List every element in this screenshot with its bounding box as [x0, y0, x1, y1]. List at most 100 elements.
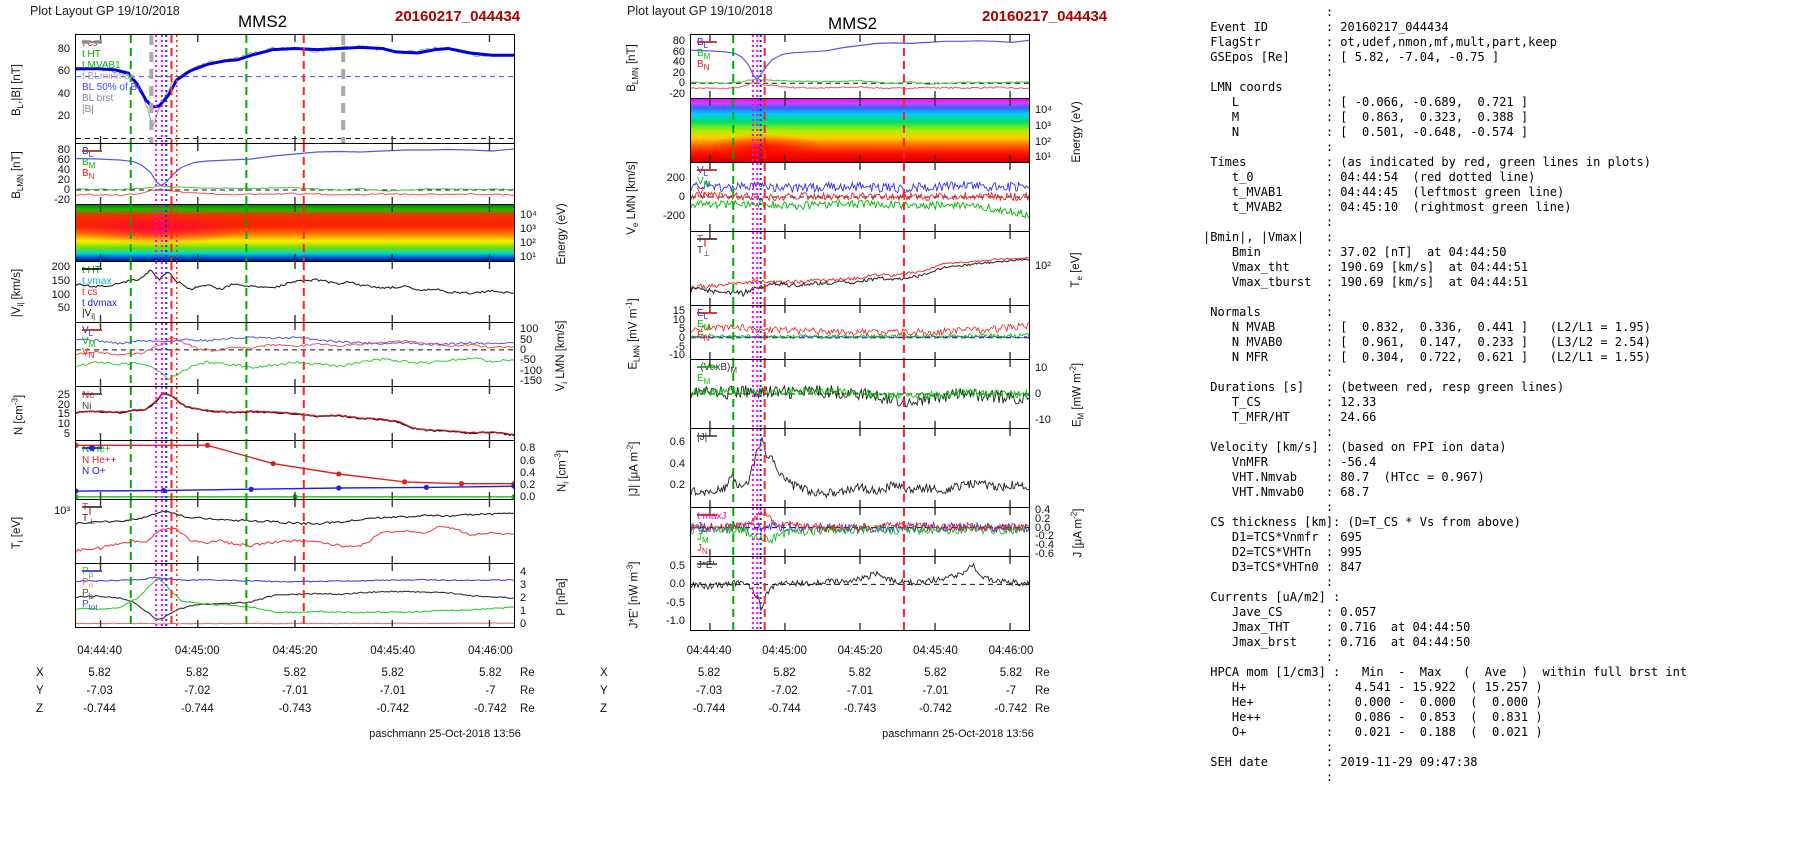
position-value: 5.82: [283, 667, 307, 679]
series-E_N: [691, 322, 1029, 337]
y-tick-label: 20: [672, 66, 685, 79]
y-tick-label: 40: [672, 56, 685, 69]
position-value: 5.82: [999, 667, 1023, 679]
panel-j-mag-plot: [691, 429, 1029, 507]
y-tick-label: -10: [1035, 414, 1051, 427]
y-tick-label: -0.2: [1035, 530, 1054, 543]
left-event-id: 20160217_044434: [395, 8, 521, 25]
y-tick-label: 10²: [1035, 259, 1051, 272]
series-V_N: [691, 191, 1029, 202]
y-tick-label: 0: [520, 618, 527, 631]
position-value: -7.02: [771, 685, 798, 697]
y-tick-label: 10²: [1035, 135, 1051, 148]
series-J_N: [691, 510, 1029, 533]
series-B_L: [691, 39, 1029, 80]
position-value: -0.744: [692, 703, 726, 715]
y-axis-label-density: N [cm-3]: [10, 394, 26, 435]
time-tick-label: 04:46:00: [988, 645, 1034, 657]
series-E_M: [691, 386, 1029, 401]
y-tick-label: 0.4: [669, 457, 685, 470]
series-E_M: [691, 332, 1029, 340]
series-B-smooth: [76, 45, 514, 109]
electron-spectrogram-image: [691, 99, 1029, 162]
y-tick-label: 40: [57, 164, 70, 176]
series-T-perp: [76, 510, 514, 526]
y-tick-label: 50: [57, 302, 70, 315]
y-tick-label: 5: [678, 322, 685, 335]
panel-vi-lmn-plot: [76, 323, 514, 386]
y-tick-label: 10: [1035, 361, 1048, 374]
series-V_M: [76, 357, 514, 381]
left-layout-label: Plot Layout GP 19/10/2018: [30, 4, 180, 18]
panel-vexb-em-plot: [691, 360, 1029, 428]
y-tick-label: 80: [57, 144, 70, 156]
position-value: -0.744: [83, 703, 116, 715]
series-B_N: [76, 188, 514, 197]
y-tick-label: 20: [57, 398, 70, 411]
panel-ve-lmn: 200 0 -200 Ve LMN [km/s] VL VM VN: [626, 161, 1030, 235]
series-J_M: [691, 524, 1029, 545]
position-value: -7: [1005, 685, 1017, 697]
position-value: -0.744: [181, 703, 214, 715]
y-axis-label-b-lmn: BLMN [nT]: [625, 43, 641, 92]
y-tick-label: 10¹: [1035, 151, 1051, 164]
y-tick-label: 0.8: [520, 442, 536, 455]
y-tick-label: 10: [57, 418, 70, 431]
y-tick-label: 10²: [520, 236, 536, 249]
panel-bl-b: 20 40 60 80 BL,|B| [nT] t cs t HT t MVAB1 t BLmi…: [11, 34, 515, 144]
event-info-panel: : Event ID : 20160217_044434 FlagStr : o…: [1203, 5, 1688, 784]
position-row-label-X: X: [36, 667, 44, 679]
panel-te-plot: [691, 232, 1029, 305]
time-tick-label: 04:45:20: [272, 645, 318, 657]
y-tick-label: 100: [51, 288, 70, 301]
y-tick-label: 10³: [1035, 119, 1051, 132]
panel-ti: 10³ Ti [eV] T∥ T⊥: [11, 499, 515, 564]
position-value: -7.03: [695, 685, 723, 697]
y-axis-label-e-lmn: ELMN [mV m-1]: [624, 297, 642, 370]
series-P_p: [76, 577, 514, 614]
y-axis-label-minor-density: Ni [cm-3]: [553, 449, 571, 493]
y-tick-label: 0.0: [520, 491, 536, 504]
series-Ne: [76, 391, 514, 435]
panel-j-mag: 0.6 0.4 0.2 |J| [μA m-2] |J|: [626, 428, 1030, 508]
y-tick-label: 0.6: [520, 454, 536, 467]
panel-minor-density-plot: [76, 441, 514, 499]
y-tick-label: 200: [666, 171, 685, 184]
panel-b-lmn-plot: [691, 35, 1029, 98]
position-value: 5.82: [924, 667, 947, 679]
y-axis-label-ion-spectrogram: Energy (eV): [556, 203, 568, 265]
position-value: -7.01: [922, 685, 949, 697]
y-tick-label: 100: [520, 323, 539, 336]
series-V_L: [691, 180, 1029, 194]
panel-vi-mag: 50 100 150 200 |Vi| [km/s] t HT t vmax t cs t dv…: [11, 261, 515, 323]
panel-vexb-em: 10 0 -10 EM [mW m-2] -(VexB)M EM: [690, 359, 1086, 429]
y-tick-label: -0.6: [1035, 547, 1054, 560]
position-unit: Re: [520, 667, 535, 679]
y-tick-label: 200: [51, 261, 70, 274]
y-tick-label: 20: [57, 174, 70, 186]
y-axis-label-vi-mag: |Vi| [km/s]: [10, 268, 26, 318]
y-axis-label-jdote: J*E' [nW m-3]: [625, 561, 641, 628]
position-row-label-Z: Z: [36, 703, 44, 715]
panel-b-lmn: 80 60 40 20 0 -20 BLMN [nT] BL BM BN: [626, 34, 1030, 100]
left-footer-credit: paschmann 25-Oct-2018 13:56: [369, 728, 521, 740]
time-tick-label: 04:46:00: [467, 645, 513, 657]
position-row-label-Z: Z: [600, 703, 608, 715]
position-value: -0.742: [376, 703, 409, 715]
y-tick-label: -0.5: [666, 596, 685, 609]
y-tick-label: 0.2: [520, 478, 536, 491]
position-value: -0.742: [474, 703, 507, 715]
series-B_M: [691, 78, 1029, 86]
series-V_N: [76, 336, 514, 356]
y-tick-label: 10: [672, 314, 685, 327]
position-value: 5.82: [479, 667, 502, 679]
position-row-label-Y: Y: [600, 685, 608, 697]
position-value: -7.01: [846, 685, 874, 697]
position-value: 5.82: [848, 667, 872, 679]
position-unit: Re: [1035, 685, 1050, 697]
position-value: 5.82: [773, 667, 796, 679]
panel-j-lmn-plot: [691, 508, 1029, 556]
panel-pressure-plot: [76, 564, 514, 627]
series-He++: [76, 444, 514, 485]
